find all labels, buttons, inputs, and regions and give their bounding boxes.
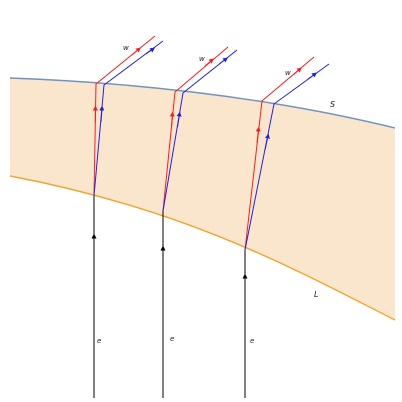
blue-out-arrow-2 bbox=[218, 57, 229, 65]
upper-boundary-curve bbox=[9, 77, 396, 129]
red-out-arrow-2 bbox=[204, 58, 214, 67]
blue-ray-2 bbox=[162, 49, 238, 212]
blue-arrow-2 bbox=[176, 111, 182, 128]
incoming-label-3: e bbox=[250, 337, 254, 345]
blue-arrow-1 bbox=[99, 105, 105, 123]
lower-boundary-curve bbox=[9, 175, 396, 321]
lower-boundary-label: L bbox=[314, 290, 318, 299]
incoming-label-2: e bbox=[170, 335, 174, 343]
blue-arrow-3 bbox=[264, 133, 270, 151]
incoming-label-1: e bbox=[97, 337, 101, 345]
blue-out-arrow-1 bbox=[145, 47, 156, 55]
upper-boundary-label: S bbox=[330, 100, 335, 109]
medium-band bbox=[10, 78, 395, 320]
ray-group-1: e w bbox=[91, 35, 164, 398]
red-arrow-2 bbox=[169, 111, 175, 128]
outgoing-label-2: w bbox=[199, 55, 205, 63]
red-out-arrow-1 bbox=[131, 47, 141, 56]
blue-out-arrow-3 bbox=[307, 72, 318, 80]
outgoing-label-1: w bbox=[123, 44, 129, 52]
outgoing-label-3: w bbox=[285, 69, 291, 77]
red-out-arrow-3 bbox=[292, 67, 302, 76]
ray-group-2: e w bbox=[160, 46, 238, 398]
ray-group-3: e w bbox=[242, 56, 330, 398]
red-arrow-3 bbox=[255, 126, 261, 144]
blue-ray-1 bbox=[93, 40, 164, 197]
